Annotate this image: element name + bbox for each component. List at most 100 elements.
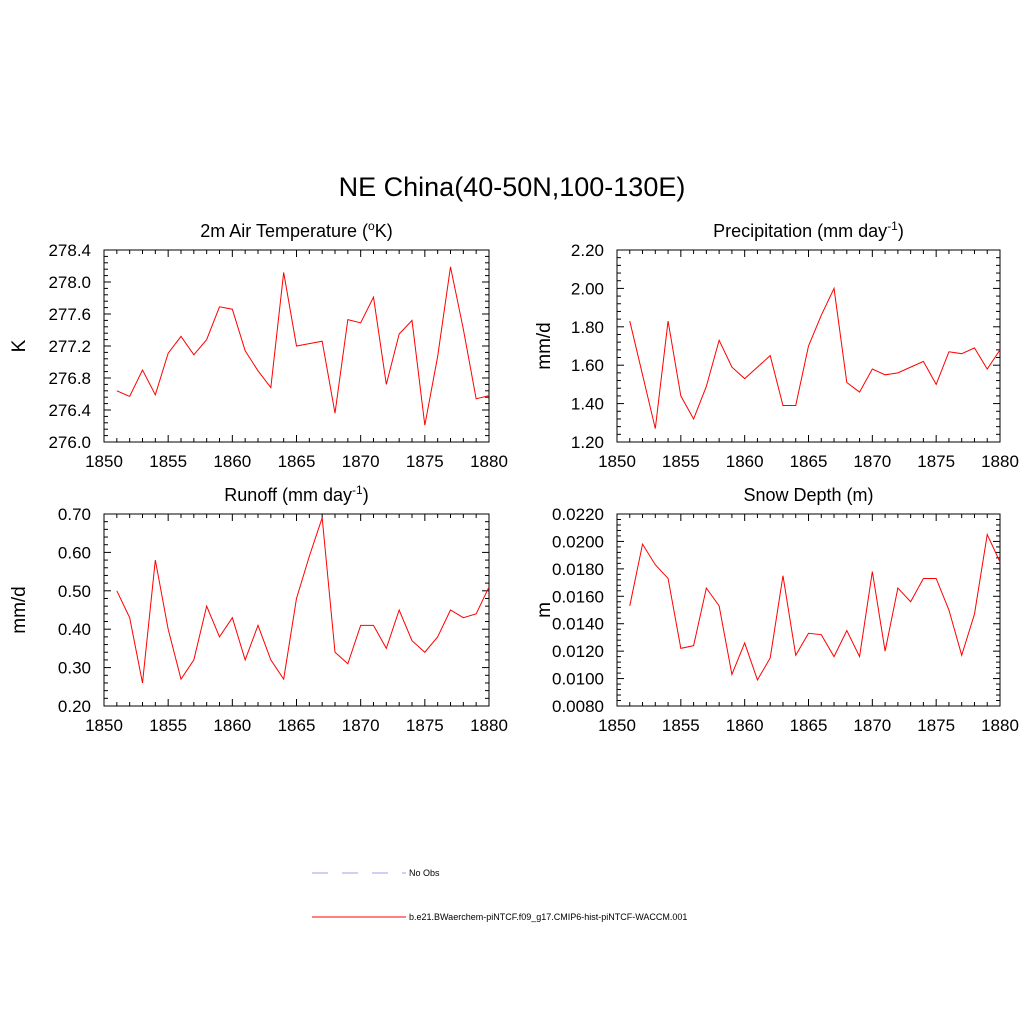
data-point bbox=[821, 634, 822, 635]
data-point bbox=[693, 418, 694, 419]
panel-title: Precipitation (mm day-1) bbox=[713, 219, 904, 241]
data-point bbox=[680, 648, 681, 649]
data-point bbox=[948, 610, 949, 611]
data-point bbox=[463, 329, 464, 330]
data-point bbox=[719, 340, 720, 341]
x-tick-label: 1865 bbox=[790, 452, 828, 471]
y-tick-label: 0.0200 bbox=[552, 532, 604, 551]
y-tick-label: 2.00 bbox=[571, 279, 604, 298]
data-point bbox=[808, 633, 809, 634]
data-point bbox=[629, 321, 630, 322]
data-point bbox=[219, 306, 220, 307]
data-point bbox=[1000, 562, 1001, 563]
data-point bbox=[872, 571, 873, 572]
panels: 1850 1855 1860 1865 1870 1875 1880 276.0 276.4 27… bbox=[9, 219, 1019, 735]
x-tick-label: 1850 bbox=[85, 716, 123, 735]
data-point bbox=[731, 367, 732, 368]
data-point bbox=[987, 534, 988, 535]
x-tick-label: 1850 bbox=[598, 716, 636, 735]
data-point bbox=[322, 517, 323, 518]
y-tick-label: 0.20 bbox=[58, 697, 91, 716]
panel-2: 1850 1855 1860 1865 1870 1875 1880 0.20 0.30 0.40… bbox=[9, 483, 508, 735]
series-line bbox=[116, 266, 490, 426]
data-point bbox=[309, 556, 310, 557]
plot-frame bbox=[103, 513, 490, 707]
x-tick-label: 1875 bbox=[917, 452, 955, 471]
data-point bbox=[360, 625, 361, 626]
data-point bbox=[347, 663, 348, 664]
x-tick-label: 1865 bbox=[790, 716, 828, 735]
data-point bbox=[399, 610, 400, 611]
y-tick-label: 1.60 bbox=[571, 356, 604, 375]
data-point bbox=[245, 350, 246, 351]
data-point bbox=[399, 334, 400, 335]
data-point bbox=[412, 640, 413, 641]
x-tick-label: 1850 bbox=[85, 452, 123, 471]
data-point bbox=[463, 617, 464, 618]
y-tick-label: 0.0120 bbox=[552, 642, 604, 661]
data-point bbox=[232, 617, 233, 618]
data-point bbox=[961, 353, 962, 354]
data-point bbox=[821, 315, 822, 316]
data-point bbox=[437, 636, 438, 637]
data-point bbox=[668, 321, 669, 322]
y-axis-label: K bbox=[9, 339, 30, 352]
data-point bbox=[795, 405, 796, 406]
data-point bbox=[655, 564, 656, 565]
x-tick-label: 1880 bbox=[470, 716, 508, 735]
data-point bbox=[258, 625, 259, 626]
x-tick-label: 1850 bbox=[598, 452, 636, 471]
y-tick-label: 276.8 bbox=[48, 369, 91, 388]
y-tick-label: 276.4 bbox=[48, 401, 91, 420]
y-tick-label: 0.40 bbox=[58, 620, 91, 639]
x-tick-label: 1860 bbox=[213, 452, 251, 471]
data-point bbox=[923, 578, 924, 579]
y-tick-label: 0.60 bbox=[58, 543, 91, 562]
data-point bbox=[116, 590, 117, 591]
data-point bbox=[642, 374, 643, 375]
y-tick-label: 2.20 bbox=[571, 241, 604, 260]
data-point bbox=[270, 387, 271, 388]
data-point bbox=[129, 396, 130, 397]
y-tick-label: 276.0 bbox=[48, 433, 91, 452]
data-point bbox=[116, 390, 117, 391]
data-point bbox=[322, 341, 323, 342]
data-point bbox=[987, 369, 988, 370]
x-tick-label: 1855 bbox=[149, 716, 187, 735]
x-tick-label: 1880 bbox=[981, 452, 1019, 471]
data-point bbox=[885, 374, 886, 375]
data-point bbox=[910, 601, 911, 602]
y-tick-label: 0.0140 bbox=[552, 615, 604, 634]
y-tick-label: 0.0180 bbox=[552, 560, 604, 579]
data-point bbox=[629, 605, 630, 606]
data-point bbox=[181, 336, 182, 337]
y-tick-label: 277.2 bbox=[48, 337, 91, 356]
data-point bbox=[489, 586, 490, 587]
y-tick-label: 0.30 bbox=[58, 659, 91, 678]
data-point bbox=[309, 343, 310, 344]
data-point bbox=[897, 588, 898, 589]
data-point bbox=[296, 346, 297, 347]
panel-title: Snow Depth (m) bbox=[743, 485, 873, 505]
data-point bbox=[974, 347, 975, 348]
y-axis-label: m bbox=[534, 602, 555, 618]
data-point bbox=[693, 645, 694, 646]
data-point bbox=[424, 652, 425, 653]
data-point bbox=[206, 339, 207, 340]
data-point bbox=[974, 614, 975, 615]
data-point bbox=[476, 398, 477, 399]
x-tick-label: 1870 bbox=[853, 452, 891, 471]
x-tick-label: 1865 bbox=[278, 716, 316, 735]
data-point bbox=[424, 425, 425, 426]
data-point bbox=[386, 648, 387, 649]
data-point bbox=[476, 613, 477, 614]
y-tick-label: 1.80 bbox=[571, 318, 604, 337]
x-tick-label: 1875 bbox=[406, 716, 444, 735]
data-point bbox=[245, 659, 246, 660]
data-point bbox=[757, 367, 758, 368]
data-point bbox=[142, 370, 143, 371]
data-point bbox=[258, 370, 259, 371]
data-point bbox=[680, 395, 681, 396]
x-tick-label: 1875 bbox=[406, 452, 444, 471]
